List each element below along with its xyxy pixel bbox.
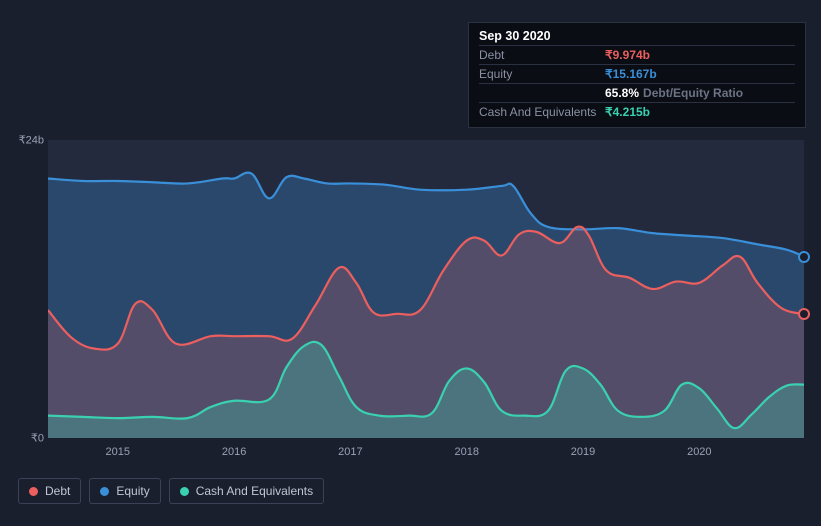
- tooltip-row-ratio: 65.8%Debt/Equity Ratio: [479, 83, 795, 102]
- x-tick-label: 2020: [687, 446, 711, 458]
- x-axis: 2015 2016 2017 2018 2019 2020: [48, 446, 804, 466]
- x-tick-label: 2019: [571, 446, 595, 458]
- chart-container: ₹24b ₹0 2015 2016 2017 2018 2019 2020: [18, 120, 806, 500]
- x-tick-label: 2017: [338, 446, 362, 458]
- series-end-marker-debt: [798, 308, 810, 320]
- series-end-marker-equity: [798, 251, 810, 263]
- legend-dot-icon: [100, 487, 109, 496]
- x-tick-label: 2016: [222, 446, 246, 458]
- tooltip-label: [479, 86, 605, 100]
- chart-plot-area[interactable]: [48, 140, 804, 438]
- tooltip-row-cash: Cash And Equivalents ₹4.215b: [479, 102, 795, 121]
- tooltip-label: Cash And Equivalents: [479, 105, 605, 119]
- legend-dot-icon: [29, 487, 38, 496]
- tooltip-value-equity: ₹15.167b: [605, 67, 657, 81]
- tooltip-value-ratio: 65.8%Debt/Equity Ratio: [605, 86, 743, 100]
- tooltip-value-cash: ₹4.215b: [605, 105, 650, 119]
- x-tick-label: 2015: [106, 446, 130, 458]
- legend-label: Cash And Equivalents: [196, 484, 313, 498]
- legend-item-equity[interactable]: Equity: [89, 478, 160, 504]
- tooltip-date: Sep 30 2020: [479, 29, 795, 43]
- y-tick-label: ₹24b: [19, 134, 44, 147]
- legend-item-debt[interactable]: Debt: [18, 478, 81, 504]
- legend-label: Debt: [45, 484, 70, 498]
- tooltip-label: Equity: [479, 67, 605, 81]
- legend-item-cash[interactable]: Cash And Equivalents: [169, 478, 324, 504]
- x-tick-label: 2018: [454, 446, 478, 458]
- y-tick-label: ₹0: [31, 432, 44, 445]
- tooltip-label: Debt: [479, 48, 605, 62]
- legend-dot-icon: [180, 487, 189, 496]
- tooltip-row-debt: Debt ₹9.974b: [479, 45, 795, 64]
- tooltip-row-equity: Equity ₹15.167b: [479, 64, 795, 83]
- chart-legend: Debt Equity Cash And Equivalents: [18, 478, 324, 504]
- legend-label: Equity: [116, 484, 149, 498]
- area-chart-svg: [48, 140, 804, 438]
- tooltip-value-debt: ₹9.974b: [605, 48, 650, 62]
- chart-tooltip: Sep 30 2020 Debt ₹9.974b Equity ₹15.167b…: [468, 22, 806, 128]
